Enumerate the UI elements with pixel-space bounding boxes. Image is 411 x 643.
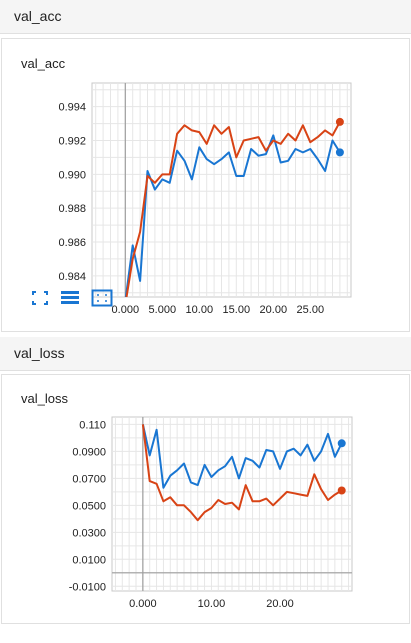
y-tick-label: 0.0300 (72, 527, 106, 539)
chart-title: val_acc (21, 56, 66, 71)
val-loss-chart[interactable]: -0.0100 0.0100 0.0300 0.0500 0.0700 0.0900 0.1… (2, 411, 409, 643)
x-tick-label: 20.00 (266, 598, 294, 610)
download-icon[interactable] (91, 289, 113, 307)
y-tick-label: 0.992 (58, 136, 86, 148)
series-endpoint-blue-run (337, 439, 346, 448)
y-tick-label: 0.0100 (72, 554, 106, 566)
series-endpoint-red-run (335, 117, 344, 126)
section-title: val_acc (14, 8, 62, 24)
series-line-red-run (141, 424, 343, 522)
x-tick-label: 0.000 (112, 304, 140, 315)
series-endpoint-blue-run (335, 148, 344, 157)
x-tick-label: 10.00 (198, 598, 226, 610)
y-tick-label: 0.110 (79, 419, 106, 431)
chart-title: val_loss (21, 391, 68, 406)
chart-card-val-acc: val_acc 0.984 0.986 0.988 0.990 0.992 0.994 0.… (1, 38, 410, 332)
x-tick-label: 15.00 (223, 304, 251, 315)
y-tick-label: -0.0100 (69, 581, 106, 593)
y-tick-label: 0.990 (58, 169, 86, 181)
y-tick-label: 0.994 (58, 102, 86, 114)
series-endpoint-red-run (337, 486, 346, 495)
section-title: val_loss (14, 345, 65, 361)
y-tick-label: 0.0500 (72, 500, 106, 512)
toggle-log-scale-icon[interactable] (60, 290, 80, 306)
series-line-blue-run (124, 134, 341, 297)
y-tick-label: 0.0900 (72, 446, 106, 458)
fit-domain-icon[interactable] (31, 290, 49, 306)
val-acc-chart[interactable]: 0.984 0.986 0.988 0.990 0.992 0.994 0.000 5.000… (2, 75, 409, 315)
series-line-blue-run (141, 424, 343, 489)
y-tick-label: 0.0700 (72, 473, 106, 485)
y-tick-label: 0.988 (58, 203, 86, 215)
x-tick-label: 25.00 (297, 304, 325, 315)
x-tick-label: 0.000 (129, 598, 157, 610)
chart-card-val-loss: val_loss -0.0100 0.0100 0.0300 0.0500 0.0700… (1, 374, 410, 624)
section-header-val-loss[interactable]: val_loss (0, 337, 411, 371)
section-header-val-acc[interactable]: val_acc (0, 0, 411, 34)
y-tick-label: 0.986 (58, 237, 86, 249)
x-tick-label: 10.00 (186, 304, 214, 315)
y-tick-label: 0.984 (58, 271, 86, 283)
series-line-red-run (125, 121, 341, 297)
x-tick-label: 20.00 (260, 304, 288, 315)
x-tick-label: 5.000 (149, 304, 177, 315)
